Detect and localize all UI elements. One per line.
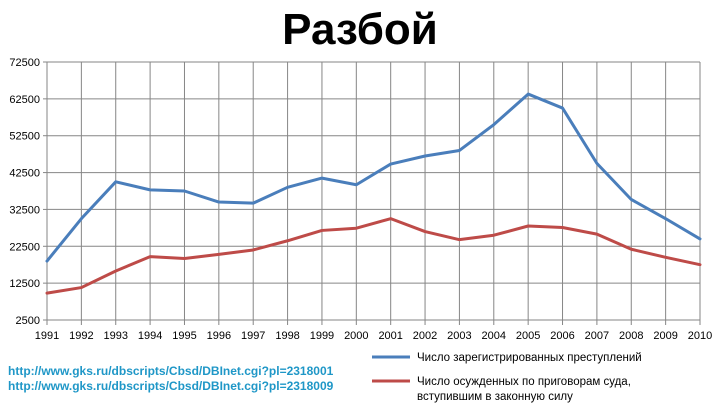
xtick-label-2003: 2003 (447, 330, 471, 342)
xtick-label-1992: 1992 (69, 330, 93, 342)
source-links: http://www.gks.ru/dbscripts/Cbsd/DBInet.… (8, 364, 333, 394)
xtick-label-2007: 2007 (585, 330, 609, 342)
xtick-label-2001: 2001 (378, 330, 402, 342)
xtick-label-2008: 2008 (619, 330, 643, 342)
ytick-label-32500: 32500 (9, 204, 40, 216)
xtick-label-1993: 1993 (103, 330, 127, 342)
xtick-label-2004: 2004 (482, 330, 506, 342)
y-axis-tick-labels: 2500 12500 22500 32500 42500 52500 62500 72500 (9, 57, 40, 327)
xtick-label-2009: 2009 (653, 330, 677, 342)
xtick-label-2000: 2000 (344, 330, 368, 342)
ytick-label-62500: 62500 (9, 94, 40, 106)
legend: Число зарегистрированных преступлений Чис… (372, 352, 642, 403)
chart-title: Разбой (282, 5, 438, 54)
x-axis-tick-labels: 1991 1992 1993 1994 1995 1996 1997 1998 1999 2000… (35, 330, 712, 342)
xtick-label-1996: 1996 (207, 330, 231, 342)
source-link-2[interactable]: http://www.gks.ru/dbscripts/Cbsd/DBInet.… (8, 379, 334, 393)
ytick-label-12500: 12500 (9, 278, 40, 290)
xtick-label-2010: 2010 (688, 330, 712, 342)
series-lines (45, 92, 702, 295)
xtick-label-2005: 2005 (516, 330, 540, 342)
legend-label-2-line-2: вступившим в законную силу (417, 391, 573, 403)
ytick-label-72500: 72500 (9, 57, 40, 69)
series-line-1 (45, 92, 702, 263)
ytick-label-22500: 22500 (9, 241, 40, 253)
xtick-label-1991: 1991 (35, 330, 59, 342)
xtick-label-2002: 2002 (413, 330, 437, 342)
ytick-label-52500: 52500 (9, 131, 40, 143)
xtick-label-1998: 1998 (275, 330, 299, 342)
series-line-2 (45, 217, 702, 295)
xtick-label-1995: 1995 (172, 330, 196, 342)
source-link-1[interactable]: http://www.gks.ru/dbscripts/Cbsd/DBInet.… (8, 364, 334, 378)
xtick-label-1997: 1997 (241, 330, 265, 342)
xtick-label-2006: 2006 (550, 330, 574, 342)
legend-label-1: Число зарегистрированных преступлений (417, 352, 642, 364)
xtick-label-1994: 1994 (138, 330, 162, 342)
ytick-label-2500: 2500 (16, 315, 40, 327)
ytick-label-42500: 42500 (9, 168, 40, 180)
xtick-label-1999: 1999 (310, 330, 334, 342)
gridlines (43, 61, 701, 325)
legend-label-2-line-1: Число осужденных по приговорам суда, (417, 376, 631, 388)
